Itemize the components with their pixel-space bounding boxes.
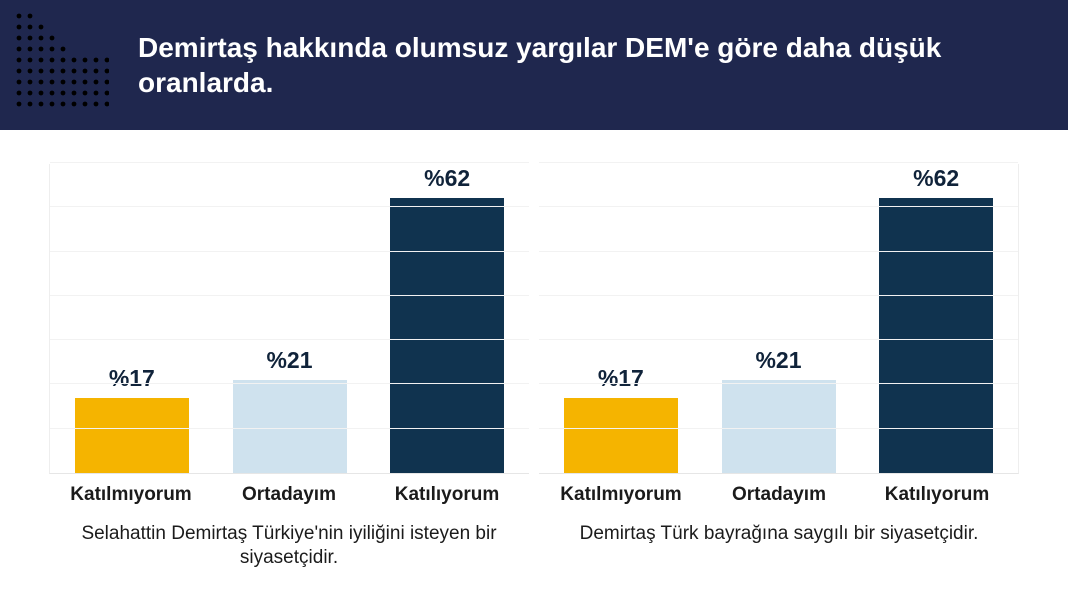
bar-value-label: %17 (109, 365, 155, 392)
bar (879, 198, 993, 473)
bar-value-label: %21 (755, 347, 801, 374)
x-label: Katılıyorum (875, 484, 999, 506)
bar-value-label: %62 (424, 165, 470, 192)
header-bar: Demirtaş hakkında olumsuz yargılar DEM'e… (0, 0, 1068, 130)
chart-subtitle: Selahattin Demirtaş Türkiye'nin iyiliğin… (49, 522, 529, 570)
x-label: Ortadayım (717, 484, 841, 506)
chart-group: %17 %21 %62 Katılmıyorum Ortadayım Katılıyoru… (49, 164, 529, 570)
bar-value-label: %17 (598, 365, 644, 392)
x-label: Katılmıyorum (69, 484, 193, 506)
bar (233, 380, 347, 473)
bar-value-label: %21 (266, 347, 312, 374)
bar-column: %21 (717, 347, 841, 473)
bar (722, 380, 836, 473)
bar-column: %21 (228, 347, 352, 473)
x-axis-labels: Katılmıyorum Ortadayım Katılıyorum (49, 474, 529, 506)
chart-plot: %17 %21 %62 (49, 164, 529, 474)
x-label: Katılıyorum (385, 484, 509, 506)
x-label: Ortadayım (227, 484, 351, 506)
bar (75, 398, 189, 473)
bar (564, 398, 678, 473)
bar-value-label: %62 (913, 165, 959, 192)
x-axis-labels: Katılmıyorum Ortadayım Katılıyorum (539, 474, 1019, 506)
chart-subtitle: Demirtaş Türk bayrağına saygılı bir siya… (539, 522, 1019, 546)
bar-column: %17 (559, 365, 683, 473)
chart-group: %17 %21 %62 Katılmıyorum Ortadayım Katılıyoru… (539, 164, 1019, 570)
decorative-dots-icon (14, 10, 109, 110)
chart-plot: %17 %21 %62 (539, 164, 1019, 474)
page-title: Demirtaş hakkında olumsuz yargılar DEM'e… (138, 30, 1028, 100)
bar-column: %17 (70, 365, 194, 473)
bar (390, 198, 504, 473)
x-label: Katılmıyorum (559, 484, 683, 506)
charts-container: %17 %21 %62 Katılmıyorum Ortadayım Katılıyoru… (0, 164, 1068, 570)
